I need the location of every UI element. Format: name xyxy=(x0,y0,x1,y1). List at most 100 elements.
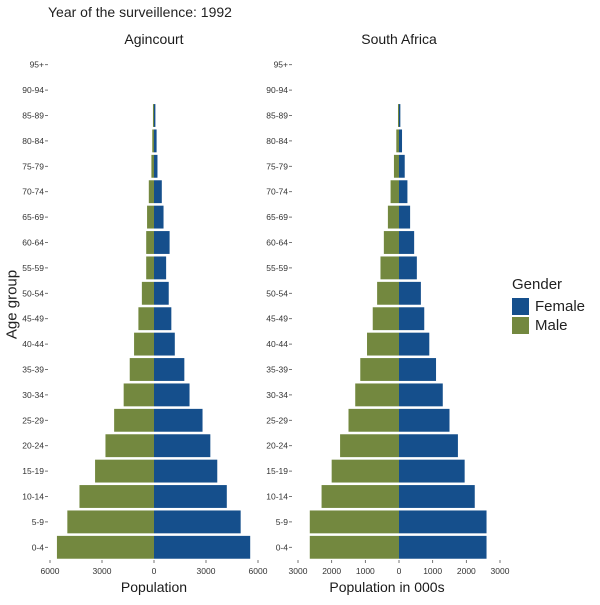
female-bar xyxy=(154,408,203,432)
x-axis-label: Population in 000s xyxy=(329,579,444,595)
female-bar xyxy=(399,154,405,178)
female-bar xyxy=(399,180,408,204)
age-group-tick-label: 20-24 xyxy=(22,441,44,451)
x-axis-tick-label: 3000 xyxy=(289,566,308,576)
age-group-tick-label: 50-54 xyxy=(266,288,288,298)
female-bar xyxy=(154,332,175,356)
male-bar xyxy=(147,205,154,229)
female-bar xyxy=(154,383,190,407)
male-bar xyxy=(123,383,154,407)
female-bar xyxy=(399,256,417,280)
age-group-tick-label: 5-9 xyxy=(276,517,289,527)
x-axis-tick-label: 0 xyxy=(152,566,157,576)
female-bar xyxy=(154,535,251,559)
female-bar xyxy=(154,256,167,280)
legend-item-female: Female xyxy=(512,297,585,316)
age-group-tick-label: 45-49 xyxy=(266,314,288,324)
panel-title: Agincourt xyxy=(124,31,183,47)
age-group-tick-label: 15-19 xyxy=(22,466,44,476)
female-bar xyxy=(154,231,170,254)
male-bar xyxy=(67,510,154,534)
male-bar xyxy=(146,256,154,280)
male-bar xyxy=(383,231,399,254)
legend-item-male: Male xyxy=(512,316,585,335)
y-axis-label: Age group xyxy=(3,269,21,340)
age-group-tick-label: 40-44 xyxy=(266,339,288,349)
age-group-tick-label: 5-9 xyxy=(32,517,45,527)
female-bar xyxy=(399,205,411,229)
male-bar xyxy=(152,129,154,153)
x-axis-tick-label: 1000 xyxy=(356,566,375,576)
male-bar xyxy=(105,434,154,458)
male-bar xyxy=(309,535,399,559)
age-group-tick-label: 95+ xyxy=(274,60,288,70)
female-bar xyxy=(154,485,227,508)
male-bar xyxy=(377,281,399,305)
age-group-tick-label: 55-59 xyxy=(22,263,44,273)
female-bar xyxy=(399,307,425,331)
female-bar xyxy=(154,434,211,458)
female-bar xyxy=(399,281,421,305)
age-group-tick-label: 45-49 xyxy=(22,314,44,324)
age-group-tick-label: 85-89 xyxy=(22,111,44,121)
age-group-tick-label: 90-94 xyxy=(22,85,44,95)
age-group-tick-label: 75-79 xyxy=(22,161,44,171)
age-group-tick-label: 70-74 xyxy=(22,187,44,197)
x-axis-tick-label: 1000 xyxy=(423,566,442,576)
female-bar xyxy=(399,383,443,407)
male-bar xyxy=(396,129,399,153)
male-bar xyxy=(397,104,399,127)
male-bar xyxy=(367,332,399,356)
age-group-tick-label: 25-29 xyxy=(266,415,288,425)
female-bar xyxy=(154,358,185,381)
male-bar xyxy=(355,383,399,407)
male-bar xyxy=(321,485,399,508)
female-bar xyxy=(399,510,487,534)
female-bar xyxy=(154,281,169,305)
legend: Gender Female Male xyxy=(512,276,585,335)
age-group-tick-label: 10-14 xyxy=(22,492,44,502)
male-bar xyxy=(390,180,399,204)
female-bar xyxy=(154,129,157,153)
female-bar xyxy=(399,129,403,153)
female-bar xyxy=(154,154,158,178)
legend-label-female: Female xyxy=(535,298,586,315)
legend-label-male: Male xyxy=(535,317,568,334)
x-axis-tick-label: 0 xyxy=(397,566,402,576)
female-bar xyxy=(154,180,162,204)
female-bar xyxy=(154,307,172,331)
x-axis-label: Population xyxy=(121,579,187,595)
male-bar xyxy=(141,281,154,305)
male-bar xyxy=(146,231,154,254)
x-axis-tick-label: 3000 xyxy=(93,566,112,576)
legend-swatch-male xyxy=(512,317,529,334)
legend-swatch-female xyxy=(512,298,529,315)
male-bar xyxy=(138,307,154,331)
male-bar xyxy=(151,154,154,178)
age-group-tick-label: 0-4 xyxy=(32,542,45,552)
female-bar xyxy=(399,535,487,559)
surveillance-year-caption: Year of the surveillence: 1992 xyxy=(48,4,232,20)
age-group-tick-label: 0-4 xyxy=(276,542,289,552)
male-bar xyxy=(380,256,399,280)
legend-title: Gender xyxy=(512,276,563,293)
female-bar xyxy=(399,485,475,508)
female-bar xyxy=(399,459,465,483)
x-axis-tick-label: 2000 xyxy=(322,566,341,576)
x-axis-tick-label: 2000 xyxy=(457,566,476,576)
female-bar xyxy=(154,459,218,483)
age-group-tick-label: 10-14 xyxy=(266,492,288,502)
age-group-tick-label: 95+ xyxy=(30,60,44,70)
x-axis-tick-label: 6000 xyxy=(249,566,268,576)
age-group-tick-label: 50-54 xyxy=(22,288,44,298)
male-bar xyxy=(372,307,399,331)
age-group-tick-label: 30-34 xyxy=(266,390,288,400)
male-bar xyxy=(360,358,399,381)
age-group-tick-label: 60-64 xyxy=(22,238,44,248)
male-bar xyxy=(148,180,154,204)
female-bar xyxy=(399,231,415,254)
male-bar xyxy=(114,408,154,432)
female-bar xyxy=(399,358,437,381)
